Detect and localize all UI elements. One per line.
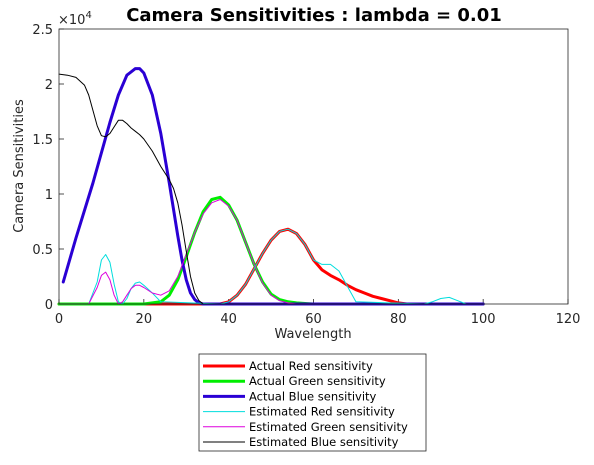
y-exponent-power: 4	[85, 10, 91, 21]
x-tick-label: 80	[390, 312, 407, 327]
y-tick-label: 0	[45, 298, 53, 313]
series-line-5	[58, 73, 484, 305]
legend-entry-5: Estimated Blue sensitivity	[249, 435, 399, 449]
legend-entry-1: Actual Green sensitivity	[249, 374, 386, 388]
series-lines	[57, 67, 485, 306]
series-line-3	[58, 228, 484, 305]
series-line-4	[58, 199, 484, 305]
x-tick-label: 0	[55, 312, 63, 327]
x-tick-label: 40	[220, 312, 237, 327]
y-axis-label: Camera Sensitivities	[12, 99, 27, 233]
x-axis-label: Wavelength	[274, 327, 351, 342]
series-line-2	[61, 67, 485, 306]
plot-frame	[58, 28, 569, 305]
x-tick-label: 20	[136, 312, 153, 327]
y-tick-label: 2	[45, 78, 53, 93]
y-tick-label: 2.5	[32, 23, 53, 38]
legend-box	[198, 353, 427, 452]
y-tick-label: 0.5	[32, 243, 53, 258]
y-exponent-label: ×104	[58, 10, 92, 28]
legend-entry-2: Actual Blue sensitivity	[249, 389, 377, 403]
y-exponent-base: ×10	[58, 13, 85, 28]
y-tick-label: 1.5	[32, 133, 53, 148]
chart-title: Camera Sensitivities : lambda = 0.01	[126, 5, 502, 26]
legend-entry-4: Estimated Green sensitivity	[249, 420, 408, 434]
x-tick-label: 120	[556, 312, 581, 327]
ticks-layer: 0 20 40 60 80 100 120 0 0.5 1 1.5 2 2.5	[32, 23, 580, 327]
x-tick-label: 60	[305, 312, 322, 327]
legend-entry-3: Estimated Red sensitivity	[249, 405, 395, 419]
x-tick-label: 100	[471, 312, 496, 327]
legend-entry-0: Actual Red sensitivity	[249, 359, 373, 373]
y-tick-label: 1	[45, 188, 53, 203]
